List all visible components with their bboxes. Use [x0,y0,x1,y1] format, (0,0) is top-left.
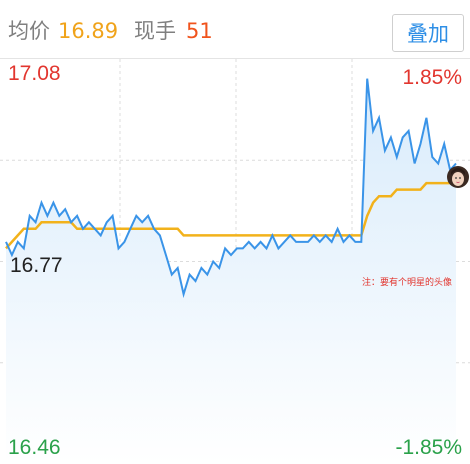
avatar[interactable] [447,166,469,188]
header-bar: 均价 16.89 现手 51 叠加 [0,0,470,59]
average-price-value: 16.89 [58,19,119,43]
annotation-note: 注：要有个明星的头像 [362,278,453,288]
current-volume-value: 51 [186,19,213,43]
min-change-label: -1.85% [395,436,462,459]
min-price-label: 16.46 [8,436,61,459]
price-area-fill [6,78,456,464]
price-line [5,78,457,299]
avatar-face-icon [447,166,469,188]
intraday-chart[interactable] [0,59,470,464]
prev-close-label: 16.77 [10,254,63,277]
max-change-label: 1.85% [402,66,462,89]
current-volume-label: 现手 [134,19,176,43]
average-price-line [5,181,456,250]
max-price-label: 17.08 [8,62,61,85]
average-price-label: 均价 [8,19,50,43]
overlay-button[interactable]: 叠加 [392,14,464,52]
